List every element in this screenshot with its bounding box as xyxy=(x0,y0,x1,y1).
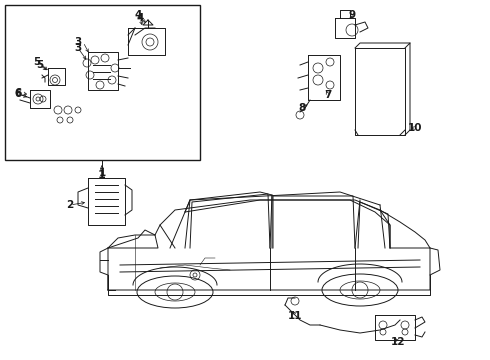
Text: 9: 9 xyxy=(348,10,356,20)
Text: 2: 2 xyxy=(66,200,74,210)
Text: 11: 11 xyxy=(288,311,302,321)
Text: 5: 5 xyxy=(33,57,41,67)
Text: 1: 1 xyxy=(98,170,106,180)
Text: 1: 1 xyxy=(98,168,106,178)
Text: 4: 4 xyxy=(136,13,144,23)
Text: 3: 3 xyxy=(74,37,82,47)
Text: 10: 10 xyxy=(408,123,422,133)
Text: 7: 7 xyxy=(324,90,332,100)
Text: 5: 5 xyxy=(36,60,44,70)
Text: 3: 3 xyxy=(74,43,82,53)
Text: 12: 12 xyxy=(391,337,405,347)
Text: 6: 6 xyxy=(14,88,22,98)
Text: 4: 4 xyxy=(134,10,142,20)
Bar xyxy=(5,5,200,160)
Text: 8: 8 xyxy=(298,103,306,113)
Text: 6: 6 xyxy=(14,89,22,99)
